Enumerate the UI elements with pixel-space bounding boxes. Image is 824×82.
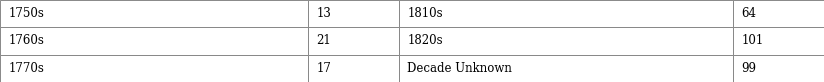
Text: 13: 13 (316, 7, 331, 20)
Text: 1810s: 1810s (407, 7, 442, 20)
Bar (733, 27, 824, 55)
Text: 99: 99 (741, 62, 756, 75)
Text: 21: 21 (316, 35, 331, 47)
Text: 1750s: 1750s (8, 7, 44, 20)
Text: 1820s: 1820s (407, 35, 442, 47)
Bar (399, 0, 733, 27)
Text: Decade Unknown: Decade Unknown (407, 62, 512, 75)
Bar (0, 55, 308, 82)
Text: 1760s: 1760s (8, 35, 44, 47)
Bar (308, 55, 399, 82)
Bar (733, 55, 824, 82)
Text: 17: 17 (316, 62, 331, 75)
Bar (0, 0, 308, 27)
Text: 1770s: 1770s (8, 62, 44, 75)
Bar (308, 0, 399, 27)
Bar (308, 27, 399, 55)
Text: 101: 101 (741, 35, 763, 47)
Text: 64: 64 (741, 7, 756, 20)
Bar (733, 0, 824, 27)
Bar (399, 55, 733, 82)
Bar (0, 27, 308, 55)
Bar (399, 27, 733, 55)
